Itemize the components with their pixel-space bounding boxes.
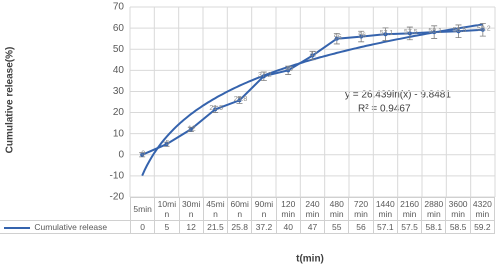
value-cell: 56 xyxy=(348,220,374,234)
category-cell: 2160min xyxy=(396,197,423,221)
data-point xyxy=(261,74,266,79)
category-cell: 1440min xyxy=(372,197,398,221)
data-label: 21.5 xyxy=(209,105,223,112)
table-header-row: 5min 10min 30min 45min 60min 90min 120min 240mi… xyxy=(0,197,496,221)
category-cell: 30min xyxy=(178,197,204,221)
y-tick-label: 60 xyxy=(113,23,125,34)
data-label: 58.5 xyxy=(453,27,467,34)
value-cell: 57.5 xyxy=(396,220,423,234)
table-corner xyxy=(0,197,131,221)
y-tick-label: 70 xyxy=(113,2,125,13)
value-cell: 0 xyxy=(129,220,156,234)
legend-key xyxy=(4,226,30,229)
y-axis-title: Cumulative release(%) xyxy=(5,47,16,154)
data-point xyxy=(456,29,461,34)
category-cell: 2880min xyxy=(421,197,447,221)
category-cell: 60min xyxy=(227,197,253,221)
y-tick-label: 20 xyxy=(113,107,125,118)
data-label: 5 xyxy=(166,140,170,147)
y-tick-label: 0 xyxy=(118,149,124,160)
trend-equation: y = 26.439ln(x) - 9.8481 xyxy=(345,90,451,101)
trend-r2: R² = 0.9467 xyxy=(358,104,411,115)
table-value-row: Cumulative release 0 5 12 21.5 25.8 37.2 40 47 55… xyxy=(0,220,496,234)
data-point xyxy=(310,53,315,58)
category-cell: 720min xyxy=(348,197,374,221)
data-label: 12 xyxy=(188,125,196,132)
category-cell: 4320min xyxy=(469,197,496,221)
value-cell: 5 xyxy=(154,220,180,234)
value-cell: 40 xyxy=(275,220,301,234)
value-cell: 58.5 xyxy=(445,220,471,234)
data-table: 5min 10min 30min 45min 60min 90min 120min 240mi… xyxy=(0,197,496,234)
data-label: 25.8 xyxy=(234,96,248,103)
data-point xyxy=(359,34,364,39)
data-label: 56 xyxy=(358,32,366,39)
value-cell: 21.5 xyxy=(202,220,229,234)
data-point xyxy=(140,152,145,157)
y-tick-label: -20 xyxy=(110,192,125,203)
value-cell: 47 xyxy=(299,220,326,234)
data-point xyxy=(237,98,242,103)
data-label: 37.2 xyxy=(258,72,272,79)
data-point xyxy=(286,68,291,73)
value-cell: 59.2 xyxy=(469,220,496,234)
y-tick-label: 10 xyxy=(113,128,125,139)
category-cell: 3600min xyxy=(445,197,471,221)
data-label: 57.5 xyxy=(404,29,418,36)
category-cell: 90min xyxy=(251,197,277,221)
value-cell: 55 xyxy=(324,220,350,234)
data-label: 57.1 xyxy=(380,30,394,37)
data-label: 58.1 xyxy=(428,28,442,35)
y-tick-label: 50 xyxy=(113,44,125,55)
category-cell: 240min xyxy=(299,197,326,221)
category-cell: 480min xyxy=(324,197,350,221)
data-label: 0 xyxy=(141,151,145,158)
data-point xyxy=(383,32,388,37)
data-label: 59.2 xyxy=(477,26,491,33)
value-cell: 58.1 xyxy=(421,220,447,234)
data-point xyxy=(213,107,218,112)
data-point xyxy=(480,27,485,32)
y-tick-label: 40 xyxy=(113,65,125,76)
y-tick-label: -10 xyxy=(110,171,125,182)
category-cell: 120min xyxy=(275,197,301,221)
legend-label: Cumulative release xyxy=(34,222,108,232)
value-cell: 25.8 xyxy=(227,220,253,234)
x-axis-title: t(min) xyxy=(296,254,324,265)
category-cell: 10min xyxy=(154,197,180,221)
category-cell: 45min xyxy=(202,197,229,221)
data-label: 47 xyxy=(310,51,318,58)
value-cell: 57.1 xyxy=(372,220,398,234)
data-point xyxy=(188,127,193,132)
value-cell: 37.2 xyxy=(251,220,277,234)
data-point xyxy=(334,36,339,41)
legend-cell: Cumulative release xyxy=(0,220,131,234)
y-tick-label: 30 xyxy=(113,86,125,97)
value-cell: 12 xyxy=(178,220,204,234)
data-point xyxy=(432,30,437,35)
data-label: 40 xyxy=(285,66,293,73)
category-cell: 5min xyxy=(129,197,156,221)
data-point xyxy=(407,31,412,36)
data-point xyxy=(164,142,169,147)
data-label: 55 xyxy=(334,35,342,42)
